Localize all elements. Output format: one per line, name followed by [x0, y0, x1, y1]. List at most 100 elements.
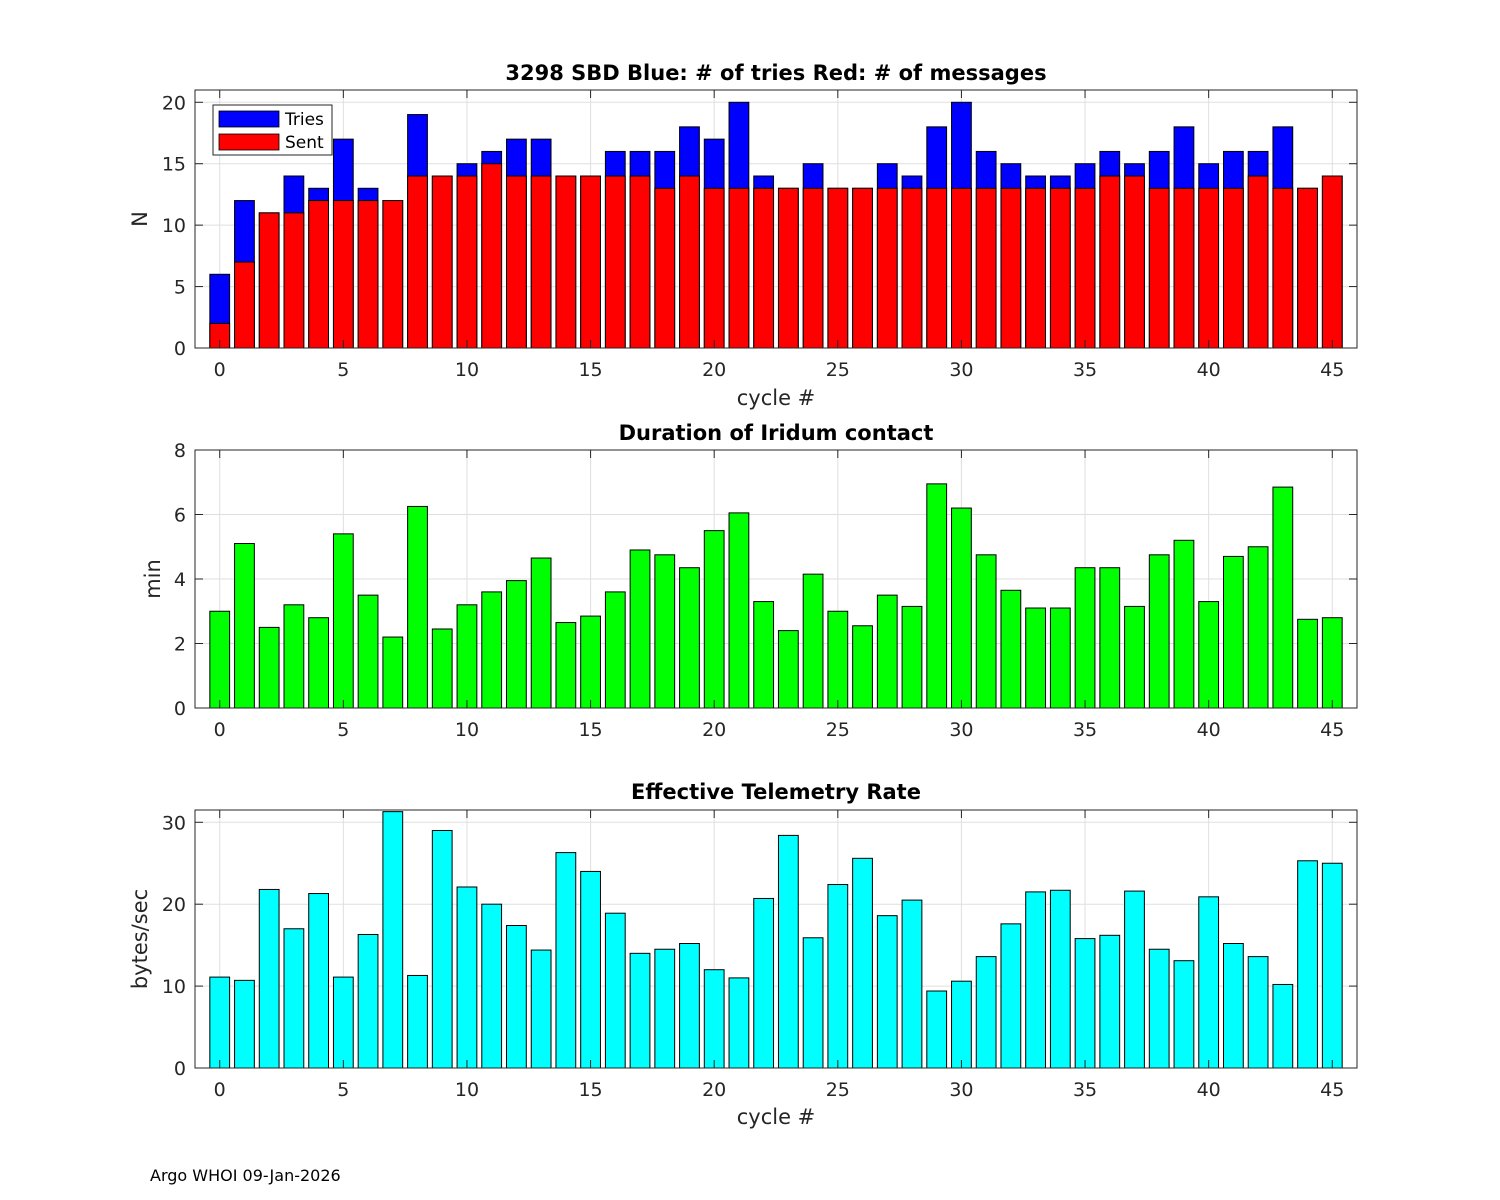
bar-sent-cycle-42 — [1247, 175, 1269, 349]
bar-sent-cycle-8 — [407, 175, 428, 349]
y-tick-label: 10 — [162, 976, 186, 998]
bar-rate-cycle-26 — [852, 857, 873, 1069]
bar-sent-cycle-34 — [1049, 187, 1071, 349]
bars-2 — [209, 483, 1343, 709]
x-tick-label: 10 — [455, 1079, 479, 1101]
y-axis-label-1: N — [128, 211, 152, 227]
y-axis-label-3: bytes/sec — [128, 889, 152, 989]
legend: Tries Sent — [212, 104, 333, 156]
bar-sent-cycle-26 — [852, 187, 873, 349]
x-tick-label: 5 — [337, 719, 349, 741]
panel-telemetry-rate: 0 5 10 15 20 25 30 35 40 45 0 10 20 30 Effective Tele… — [128, 780, 1358, 1129]
bar-duration-cycle-30 — [951, 507, 972, 709]
bar-rate-cycle-5 — [332, 976, 354, 1069]
x-tick-label: 5 — [337, 1079, 349, 1101]
bar-duration-cycle-29 — [926, 483, 948, 709]
bar-duration-cycle-40 — [1198, 601, 1220, 709]
bar-sent-cycle-32 — [1000, 187, 1022, 349]
x-tick-label: 0 — [214, 359, 226, 381]
bar-duration-cycle-45 — [1321, 617, 1343, 709]
bar-duration-cycle-15 — [580, 615, 601, 709]
y-tick-label: 4 — [174, 569, 186, 591]
ticks-3: 0 5 10 15 20 25 30 35 40 45 0 10 20 30 — [162, 810, 1357, 1101]
bar-sent-cycle-9 — [431, 175, 453, 349]
x-tick-label: 45 — [1320, 359, 1344, 381]
bar-sent-cycle-14 — [555, 175, 577, 349]
bar-duration-cycle-19 — [679, 567, 700, 709]
bar-rate-cycle-28 — [901, 899, 923, 1069]
bar-duration-cycle-38 — [1148, 554, 1170, 709]
x-tick-label: 25 — [826, 719, 850, 741]
y-tick-label: 20 — [162, 92, 186, 114]
bar-rate-cycle-10 — [456, 886, 478, 1069]
bar-duration-cycle-7 — [382, 636, 404, 709]
bar-rate-cycle-17 — [629, 952, 651, 1069]
bar-rate-cycle-32 — [1000, 923, 1022, 1069]
bar-duration-cycle-18 — [654, 554, 676, 709]
x-tick-label: 35 — [1073, 1079, 1097, 1101]
bar-duration-cycle-9 — [431, 628, 453, 709]
legend-swatch-tries — [218, 110, 280, 128]
bar-rate-cycle-13 — [530, 949, 552, 1069]
axes-box-3 — [194, 809, 1358, 1069]
bar-sent-cycle-2 — [258, 212, 280, 349]
x-tick-label: 5 — [337, 359, 349, 381]
chart-title-2: Duration of Iridum contact — [619, 421, 934, 445]
bar-sent-cycle-40 — [1198, 187, 1220, 349]
bar-rate-cycle-35 — [1074, 938, 1096, 1069]
y-tick-label: 0 — [174, 1058, 186, 1080]
bar-rate-cycle-2 — [258, 888, 280, 1069]
bar-sent-cycle-18 — [654, 187, 676, 349]
bar-rate-cycle-42 — [1247, 956, 1269, 1069]
bar-duration-cycle-21 — [728, 512, 750, 709]
y-axis-label-2: min — [141, 559, 165, 599]
bar-rate-cycle-43 — [1272, 983, 1294, 1069]
bar-duration-cycle-24 — [802, 573, 824, 709]
x-tick-label: 20 — [702, 1079, 726, 1101]
bar-rate-cycle-45 — [1321, 862, 1343, 1069]
bar-duration-cycle-2 — [258, 626, 280, 709]
bar-sent-cycle-19 — [679, 175, 700, 349]
bar-duration-cycle-26 — [852, 625, 873, 709]
y-tick-label: 8 — [174, 440, 186, 462]
x-tick-label: 25 — [826, 359, 850, 381]
x-tick-label: 40 — [1197, 1079, 1221, 1101]
x-tick-label: 10 — [455, 359, 479, 381]
bar-sent-cycle-11 — [481, 163, 503, 349]
bar-duration-cycle-3 — [283, 604, 305, 709]
bar-rate-cycle-9 — [431, 829, 453, 1069]
bar-duration-cycle-4 — [308, 617, 330, 709]
bar-rate-cycle-8 — [407, 974, 428, 1069]
bar-duration-cycle-36 — [1099, 567, 1121, 709]
bar-rate-cycle-15 — [580, 870, 601, 1069]
bar-sent-cycle-6 — [357, 200, 379, 349]
bar-rate-cycle-40 — [1198, 896, 1220, 1069]
bar-rate-cycle-16 — [604, 912, 626, 1069]
x-tick-label: 10 — [455, 719, 479, 741]
bar-rate-cycle-34 — [1049, 889, 1071, 1069]
bar-duration-cycle-27 — [876, 594, 898, 709]
bar-sent-cycle-45 — [1321, 175, 1343, 349]
bar-sent-cycle-31 — [975, 187, 997, 349]
bar-rate-cycle-14 — [555, 852, 577, 1069]
footer-credit: Argo WHOI 09-Jan-2026 — [150, 1166, 341, 1185]
bar-duration-cycle-34 — [1049, 607, 1071, 709]
bar-duration-cycle-17 — [629, 549, 651, 709]
bar-rate-cycle-6 — [357, 934, 379, 1069]
bar-sent-cycle-43 — [1272, 187, 1294, 349]
bar-duration-cycle-39 — [1173, 539, 1195, 709]
y-tick-label: 30 — [162, 812, 186, 834]
x-tick-label: 40 — [1197, 719, 1221, 741]
bar-rate-cycle-37 — [1124, 890, 1145, 1069]
bar-sent-cycle-17 — [629, 175, 651, 349]
axes-box-1 — [194, 89, 1358, 349]
bar-rate-cycle-11 — [481, 903, 503, 1069]
y-tick-label: 0 — [174, 698, 186, 720]
chart-title-3: Effective Telemetry Rate — [631, 780, 921, 804]
bar-rate-cycle-18 — [654, 948, 676, 1069]
bar-duration-cycle-23 — [777, 630, 799, 709]
x-tick-label: 25 — [826, 1079, 850, 1101]
x-axis-label-3: cycle # — [737, 1105, 816, 1129]
bar-rate-cycle-20 — [703, 969, 725, 1069]
